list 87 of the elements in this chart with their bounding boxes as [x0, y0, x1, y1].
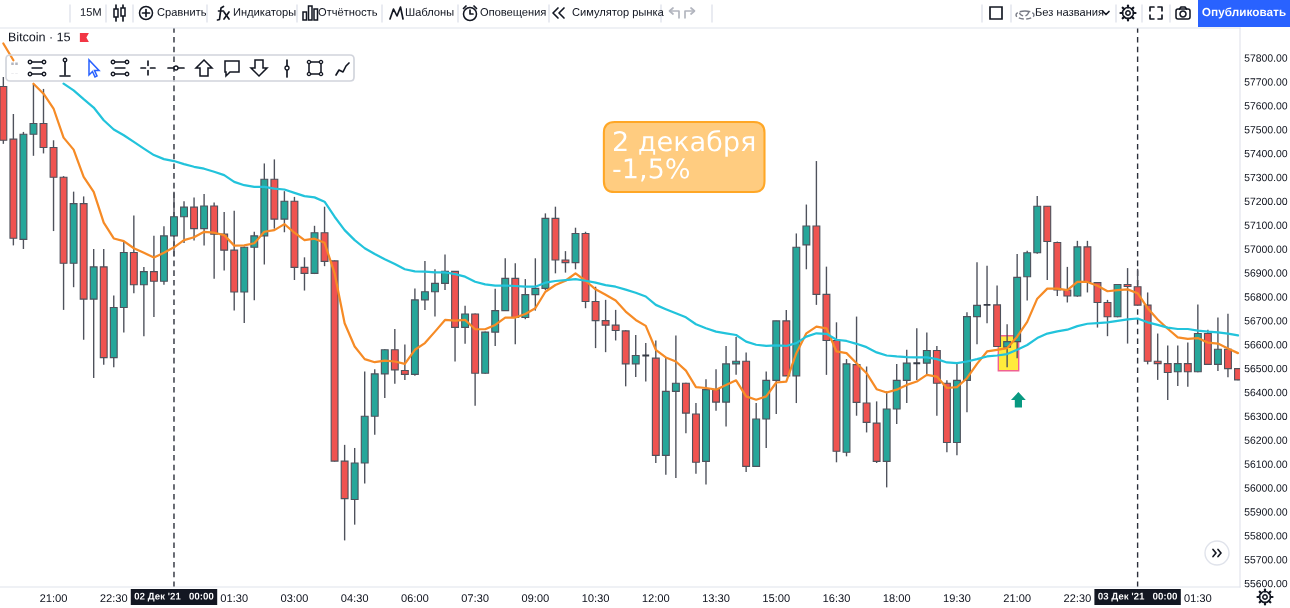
x-tick-label: 22:30	[1064, 594, 1091, 603]
y-tick-label: 55700.00	[1244, 556, 1288, 564]
y-tick-label: 56700.00	[1244, 317, 1288, 325]
candlestick	[491, 288, 500, 347]
text: 15M	[80, 8, 101, 16]
candlestick	[1123, 267, 1132, 345]
chart-title: Bitcoin · 15	[9, 32, 71, 42]
x-tick-label: 01:30	[1184, 594, 1212, 603]
candlestick	[601, 299, 610, 353]
candlestick	[280, 190, 289, 233]
text: Симулятор рынка	[572, 8, 664, 19]
x-tick-label: 07:30	[461, 594, 489, 603]
y-tick-label: 56400.00	[1244, 388, 1288, 397]
candlestick	[902, 349, 911, 404]
x-tick-label: 18:00	[883, 594, 911, 603]
y-tick-label: 55800.00	[1244, 532, 1288, 540]
annotation: 2 декабря -1,5%	[613, 130, 755, 182]
candlestick	[139, 266, 148, 337]
candlestick	[611, 309, 620, 342]
candlestick	[1163, 344, 1172, 401]
y-tick-label: 57200.00	[1244, 197, 1288, 206]
candlestick	[631, 334, 640, 378]
candlestick	[591, 286, 600, 349]
x-tick-label: 04:30	[341, 594, 369, 603]
y-tick-label: 57700.00	[1244, 78, 1288, 86]
candlestick	[732, 336, 741, 376]
y-tick-label: 57500.00	[1244, 126, 1288, 134]
y-tick-label: 57100.00	[1244, 221, 1288, 229]
x-tick-label: 09:00	[521, 594, 549, 603]
text: Опубликовать	[1202, 7, 1286, 19]
y-tick-label: 56600.00	[1244, 341, 1288, 349]
candlestick	[400, 343, 409, 381]
candlestick	[390, 328, 399, 385]
y-tick-label: 55600.00	[1244, 579, 1288, 588]
candlestick	[671, 334, 680, 479]
y-tick-label: 55900.00	[1244, 508, 1288, 516]
candlestick	[180, 200, 188, 244]
candlestick	[190, 196, 199, 242]
x-tick-label: 21:00	[40, 594, 67, 603]
candlestick	[973, 261, 981, 345]
candlestick	[170, 190, 178, 257]
y-tick-label: 56100.00	[1244, 460, 1288, 468]
y-tick-label: 56800.00	[1244, 293, 1288, 301]
text: Без названия	[1035, 8, 1104, 16]
candlestick	[1063, 266, 1072, 304]
x-tick-label: 19:30	[943, 594, 971, 603]
candlestick	[712, 368, 720, 412]
x-tick-label: 16:30	[823, 594, 850, 603]
x-tick-label: 01:30	[220, 594, 248, 603]
y-tick-label: 57800.00	[1244, 54, 1288, 62]
y-tick-label: 56200.00	[1244, 436, 1288, 444]
x-tick-label: 12:00	[642, 594, 670, 603]
candlestick	[1183, 341, 1192, 388]
candlestick	[862, 365, 871, 434]
y-tick-label: 56900.00	[1244, 269, 1288, 277]
text: Шаблоны	[405, 7, 454, 16]
x-tick-label: 06:00	[401, 594, 429, 603]
x-tick-label: 10:30	[582, 594, 610, 603]
y-tick-label: 57000.00	[1244, 245, 1288, 253]
y-tick-label: 56000.00	[1244, 484, 1288, 492]
candlestick	[802, 203, 811, 270]
x-tick-label: 13:30	[702, 594, 730, 603]
ref-line-label: 02 Дек '21 00:00	[134, 592, 214, 602]
x-tick-label: 03:00	[280, 594, 308, 603]
candlestick	[431, 268, 439, 318]
candlestick	[1023, 249, 1032, 302]
text: Сравнить	[157, 8, 207, 19]
candlestick	[531, 257, 540, 312]
y-tick-label: 57600.00	[1244, 102, 1288, 110]
candlestick	[200, 193, 209, 247]
candlestick	[149, 235, 158, 318]
y-tick-label: 57300.00	[1244, 173, 1288, 182]
candlestick	[1213, 316, 1222, 372]
x-tick-label: 22:30	[100, 594, 128, 603]
candlestick	[420, 260, 429, 311]
text: Оповещения	[480, 8, 546, 19]
x-tick-label: 21:00	[1003, 594, 1031, 603]
candlestick	[521, 278, 530, 320]
y-tick-label: 56500.00	[1244, 364, 1288, 373]
text: Индикаторы	[233, 8, 296, 19]
text: Отчётность	[318, 8, 378, 16]
x-tick-label: 15:00	[763, 594, 790, 603]
y-tick-label: 56300.00	[1244, 412, 1288, 421]
candlestick	[1173, 344, 1182, 387]
candlestick	[1223, 313, 1232, 378]
y-tick-label: 57400.00	[1244, 149, 1288, 158]
ref-line-label: 03 Дек '21 00:00	[1098, 592, 1178, 602]
